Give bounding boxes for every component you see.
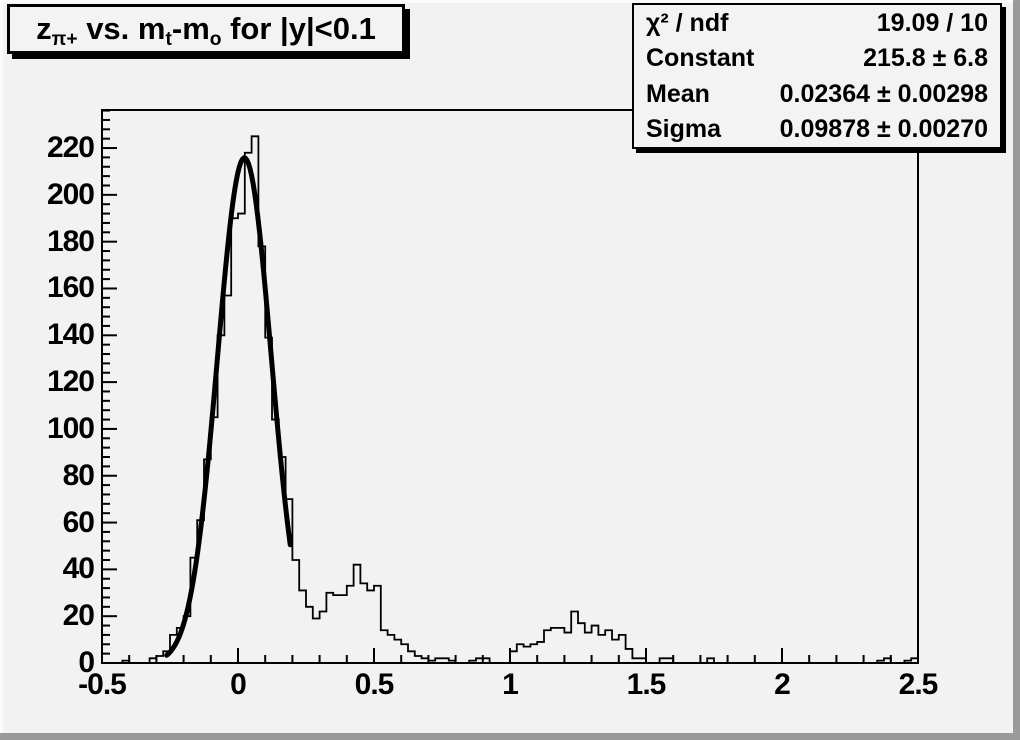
x-tick-label: 0.5 [354, 668, 395, 701]
x-tick-label: 1 [502, 668, 519, 701]
title-segment: -m [171, 11, 210, 46]
title-subscript: t [165, 28, 172, 50]
fit-curve [164, 155, 293, 658]
x-tick-label: 1.5 [626, 668, 667, 701]
x-tick-label: -0.5 [78, 668, 127, 701]
y-tick-label: 180 [46, 224, 95, 258]
stats-row: Mean 0.02364 ± 0.00298 [634, 77, 1000, 111]
plot-title: zπ+ vs. mt-mo for |y|<0.1 [36, 11, 376, 50]
stats-row-label: χ² / ndf [646, 8, 729, 37]
y-tick-label: 220 [46, 131, 95, 165]
y-tick-label: 100 [46, 411, 95, 445]
stats-row-label: Sigma [646, 115, 722, 144]
stats-row-label: Constant [646, 44, 755, 73]
plot-frame [101, 109, 919, 664]
x-tick-label: 0 [230, 668, 247, 701]
x-tick-label: 2 [774, 668, 791, 701]
title-subscript: o [209, 28, 222, 50]
y-tick-label: 80 [62, 458, 95, 492]
histogram-line [102, 135, 919, 664]
y-tick-label: 60 [62, 505, 95, 539]
title-box: zπ+ vs. mt-mo for |y|<0.1 [7, 4, 405, 54]
stats-row: Sigma 0.09878 ± 0.00270 [634, 112, 1000, 146]
y-tick-label: 40 [62, 552, 95, 586]
y-tick-label: 160 [46, 271, 95, 305]
y-tick-label: 120 [46, 365, 95, 399]
y-tick-label: 140 [46, 318, 95, 352]
stats-row-value: 0.02364 ± 0.00298 [779, 79, 988, 108]
stats-row: Constant 215.8 ± 6.8 [634, 41, 1000, 75]
stats-row-value: 0.09878 ± 0.00270 [779, 115, 988, 144]
stats-row-value: 19.09 / 10 [876, 8, 988, 37]
title-segment: vs. m [77, 11, 166, 46]
stats-row-label: Mean [646, 79, 710, 108]
stats-row: χ² / ndf 19.09 / 10 [634, 6, 1000, 40]
title-subscript: π+ [51, 28, 78, 50]
title-segment: z [36, 11, 52, 46]
stats-row-value: 215.8 ± 6.8 [863, 44, 988, 73]
fit-stats-box: χ² / ndf 19.09 / 10 Constant 215.8 ± 6.8 Mea… [632, 3, 1002, 149]
x-tick-label: 2.5 [898, 668, 939, 701]
y-tick-label: 20 [62, 599, 95, 633]
y-tick-label: 0 [78, 646, 95, 679]
y-tick-label: 200 [46, 177, 95, 211]
title-segment: for |y|<0.1 [221, 11, 376, 46]
